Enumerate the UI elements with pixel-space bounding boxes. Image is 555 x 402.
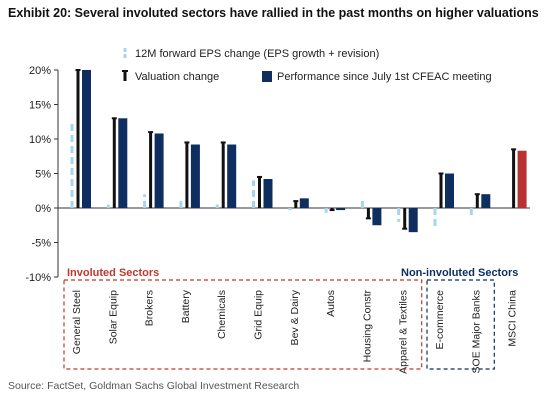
performance-bar — [263, 179, 273, 208]
category-label: Housing Constr — [361, 290, 373, 363]
performance-bar — [336, 208, 346, 211]
category-label: MSCI China — [507, 290, 519, 347]
y-tick-label: 5% — [35, 169, 51, 181]
y-tick-label: 15% — [29, 100, 51, 112]
y-tick-label: 10% — [29, 134, 51, 146]
performance-bar — [517, 150, 527, 208]
group-label: Involuted Sectors — [67, 267, 159, 279]
performance-bar — [372, 208, 382, 226]
legend-performance-label: Performance since July 1st CFEAC meeting — [277, 71, 492, 83]
performance-bar — [445, 173, 454, 208]
performance-bar — [408, 208, 418, 233]
category-label: E-commerce — [434, 290, 446, 350]
y-tick-label: -5% — [31, 238, 51, 250]
legend-valuation-label: Valuation change — [135, 71, 219, 83]
performance-bar — [481, 194, 491, 208]
performance-bar — [82, 70, 91, 208]
legend-performance-swatch — [262, 71, 272, 82]
group-box — [63, 279, 423, 370]
category-label: Battery — [180, 289, 192, 323]
y-tick-label: 0% — [35, 203, 51, 215]
category-label: General Steel — [71, 290, 83, 354]
legend-eps-label: 12M forward EPS change (EPS growth + rev… — [135, 48, 379, 60]
category-label: SOE Major Banks — [470, 290, 482, 373]
category-label: Autos — [325, 290, 337, 317]
group-label: Non-involuted Sectors — [401, 267, 518, 279]
group-box — [426, 279, 495, 370]
performance-bar — [154, 133, 164, 208]
performance-bar — [190, 144, 200, 208]
y-tick-label: 20% — [29, 65, 51, 77]
source-note: Source: FactSet, Goldman Sachs Global In… — [8, 380, 300, 392]
category-label: Chemicals — [216, 290, 228, 339]
category-label: Bev & Dairy — [289, 289, 301, 345]
category-label: Brokers — [144, 290, 156, 326]
category-label: Grid Equip — [253, 290, 265, 340]
chart-title: Exhibit 20: Several involuted sectors ha… — [8, 6, 539, 20]
performance-bar — [227, 144, 237, 208]
performance-bar — [299, 198, 309, 208]
y-tick-label: -10% — [25, 272, 51, 284]
category-label: Solar Equip — [107, 290, 119, 344]
performance-bar — [118, 118, 128, 208]
category-label: Apparel & Textiles — [398, 290, 410, 374]
